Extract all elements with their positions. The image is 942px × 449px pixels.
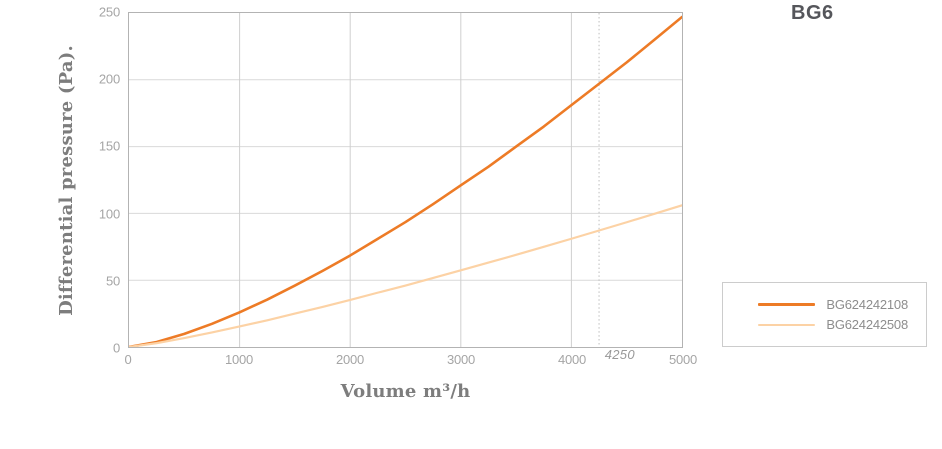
y-tick-label: 250: [98, 4, 120, 20]
x-tick-label: 3000: [446, 352, 476, 367]
chart-title: BG6: [791, 2, 834, 24]
series-line-1: [129, 15, 682, 347]
x-axis-ticks: 0 1000 2000 3000 4000 5000: [124, 352, 697, 368]
x-tick-label: 2000: [335, 352, 365, 367]
x-axis-title: Volume m³/h: [340, 381, 471, 402]
x-tick-label: 4000: [557, 352, 587, 367]
y-tick-label: 100: [98, 206, 120, 222]
plot-svg: [129, 13, 682, 347]
reference-line-label: 4250: [604, 347, 635, 362]
y-tick-label: 200: [98, 71, 120, 87]
y-axis-ticks: 0 50 100 150 200 250: [0, 5, 120, 356]
y-tick-label: 50: [105, 273, 120, 289]
x-tick-label: 0: [124, 352, 132, 367]
series-2-swatch: [758, 323, 816, 326]
series-line-2: [129, 204, 682, 347]
y-tick-label: 150: [98, 138, 120, 154]
x-tick-label: 5000: [668, 352, 698, 367]
plot-area: [128, 12, 683, 348]
x-tick-label: 1000: [224, 352, 254, 367]
legend-item: BG624242508: [723, 317, 908, 332]
legend-item: BG624242108: [723, 297, 908, 312]
series-2-label: BG624242508: [826, 317, 908, 332]
series-1-label: BG624242108: [826, 297, 908, 312]
y-tick-label: 0: [112, 340, 120, 356]
legend: BG624242108 BG624242508: [722, 282, 927, 347]
series-1-swatch: [758, 303, 816, 306]
